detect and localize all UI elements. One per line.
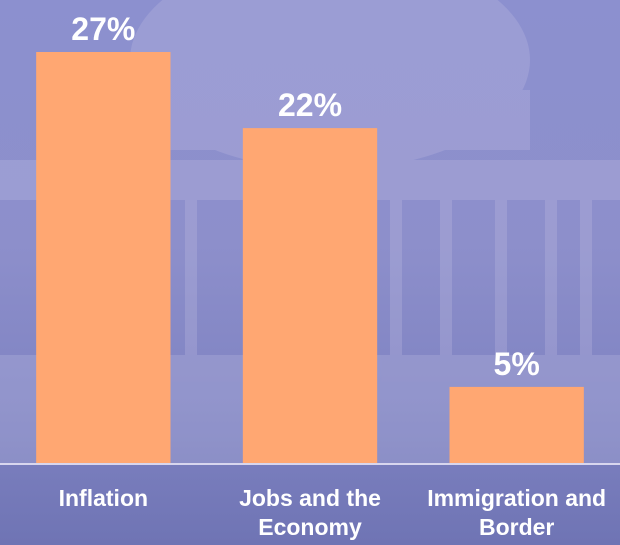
bar: [449, 386, 584, 463]
value-label: 5%: [494, 346, 540, 382]
category-label: Jobs and the Economy: [239, 485, 381, 540]
category-label: Immigration and Border: [427, 485, 607, 540]
value-label: 22%: [278, 87, 342, 123]
category-label: Inflation: [58, 485, 149, 511]
bar: [36, 52, 171, 463]
value-label: 27%: [71, 11, 135, 47]
bar: [242, 128, 378, 463]
